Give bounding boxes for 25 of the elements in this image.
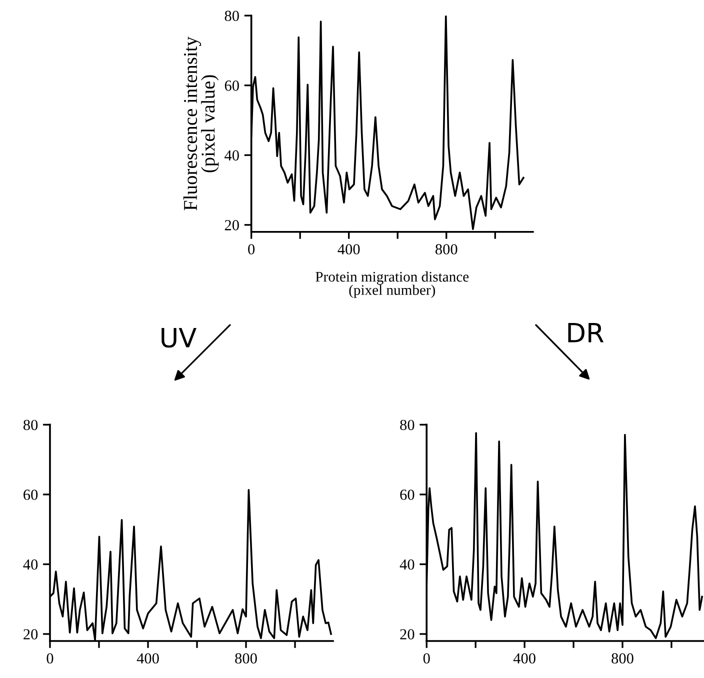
x-tick-label: 800	[436, 244, 458, 254]
x-tick-label: 0	[423, 653, 430, 664]
y-tick-label: 40	[23, 559, 38, 570]
y-tick-label: 80	[224, 10, 239, 22]
y-tick-label: 60	[24, 490, 38, 500]
y-tick-label: 80	[23, 420, 38, 430]
y-axis-title: Fluorescence intensity (pixel value)	[183, 36, 219, 210]
x-tick-label: 400	[513, 653, 536, 664]
x-tick-label: 800	[612, 653, 634, 664]
x-tick-label: 0	[46, 653, 54, 664]
y-tick-label: 40	[224, 150, 239, 161]
x-tick-label: 0	[248, 244, 255, 254]
y-tick-label: 20	[224, 220, 239, 230]
text: UV	[162, 328, 196, 348]
y-tick-label: 20	[400, 629, 414, 640]
y-tick-label: 60	[400, 490, 414, 500]
y-tick-label: 20	[24, 629, 38, 640]
x-axis-title: Protein migration distance (pixel number)	[316, 271, 469, 298]
x-tick-label: 400	[136, 653, 159, 664]
y-tick-label: 60	[224, 80, 239, 91]
x-tick-label: 400	[338, 244, 360, 254]
y-tick-label: 40	[400, 559, 414, 570]
x-tick-label: 800	[235, 653, 257, 664]
y-tick-label: 80	[400, 420, 414, 430]
text: DR	[568, 323, 604, 342]
